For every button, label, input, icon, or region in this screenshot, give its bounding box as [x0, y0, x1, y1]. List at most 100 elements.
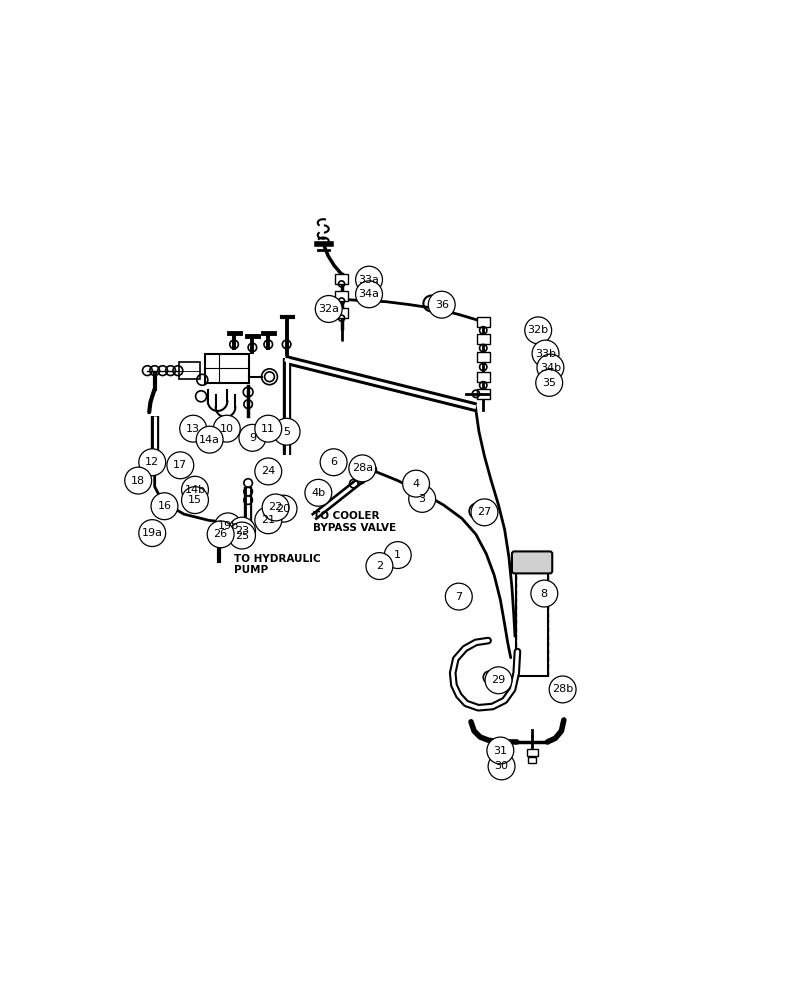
Circle shape	[255, 415, 282, 442]
Bar	[477, 317, 490, 327]
Text: 19a: 19a	[142, 528, 163, 538]
Circle shape	[239, 424, 266, 451]
Circle shape	[471, 499, 498, 526]
Circle shape	[214, 415, 240, 442]
Circle shape	[403, 470, 429, 497]
Text: 3: 3	[418, 494, 426, 504]
Circle shape	[262, 494, 289, 521]
Bar	[477, 372, 490, 382]
Circle shape	[229, 522, 255, 549]
Bar	[477, 352, 490, 362]
Text: 11: 11	[262, 424, 275, 434]
Text: 23: 23	[235, 526, 249, 536]
Bar	[477, 389, 490, 399]
Text: 19b: 19b	[217, 521, 239, 531]
Text: 10: 10	[220, 424, 234, 434]
Text: 2: 2	[376, 561, 383, 571]
Text: 8: 8	[541, 589, 548, 599]
Text: 17: 17	[173, 460, 188, 470]
Circle shape	[181, 476, 208, 503]
Text: 18: 18	[131, 476, 145, 486]
Text: 7: 7	[455, 592, 463, 602]
Text: 16: 16	[158, 501, 172, 511]
Text: 13: 13	[186, 424, 200, 434]
Text: 24: 24	[261, 466, 275, 476]
Text: 30: 30	[495, 761, 508, 771]
Circle shape	[125, 467, 151, 494]
Text: TO HYDRAULIC
PUMP: TO HYDRAULIC PUMP	[234, 554, 321, 575]
Circle shape	[349, 455, 376, 482]
Text: 4b: 4b	[311, 488, 325, 498]
Text: 28b: 28b	[552, 684, 573, 694]
Text: 33b: 33b	[535, 349, 556, 359]
Text: 36: 36	[435, 300, 448, 310]
Circle shape	[180, 415, 206, 442]
Text: 5: 5	[283, 427, 290, 437]
Circle shape	[487, 737, 514, 764]
Text: 4: 4	[412, 479, 420, 489]
Circle shape	[315, 296, 342, 322]
Circle shape	[537, 354, 564, 381]
Text: TO COOLER
BYPASS VALVE: TO COOLER BYPASS VALVE	[314, 511, 396, 533]
Text: 14a: 14a	[199, 435, 220, 445]
Circle shape	[536, 369, 563, 396]
Circle shape	[355, 281, 382, 308]
Text: 25: 25	[235, 531, 249, 541]
Text: 20: 20	[277, 504, 291, 514]
Text: 32a: 32a	[318, 304, 339, 314]
Bar	[336, 291, 348, 301]
Circle shape	[229, 517, 255, 544]
Text: 34b: 34b	[540, 363, 561, 373]
Circle shape	[525, 317, 552, 344]
Circle shape	[151, 493, 178, 520]
Text: 29: 29	[492, 675, 506, 685]
Bar	[528, 757, 537, 763]
Circle shape	[255, 507, 282, 534]
Bar	[206, 354, 249, 383]
Circle shape	[385, 542, 411, 569]
Text: 9: 9	[249, 433, 256, 443]
Text: 26: 26	[214, 529, 228, 539]
Circle shape	[532, 340, 559, 367]
Bar	[516, 566, 548, 676]
Circle shape	[255, 458, 282, 485]
Circle shape	[409, 485, 436, 512]
Circle shape	[549, 676, 576, 703]
Circle shape	[355, 266, 382, 293]
Text: 28a: 28a	[351, 463, 373, 473]
Circle shape	[488, 753, 515, 780]
Text: 21: 21	[261, 515, 275, 525]
Circle shape	[366, 553, 393, 580]
Circle shape	[167, 452, 194, 479]
Text: 34a: 34a	[359, 289, 380, 299]
Bar	[336, 274, 348, 284]
Circle shape	[196, 426, 223, 453]
Text: 22: 22	[269, 502, 283, 512]
Circle shape	[320, 449, 347, 476]
Text: 14b: 14b	[184, 485, 206, 495]
Text: 15: 15	[188, 495, 202, 505]
Circle shape	[429, 291, 455, 318]
Bar	[477, 334, 490, 344]
Bar	[179, 362, 200, 379]
Text: 27: 27	[478, 507, 492, 517]
Text: 33a: 33a	[359, 275, 380, 285]
Circle shape	[485, 667, 512, 694]
Bar	[526, 749, 537, 756]
Circle shape	[207, 521, 234, 548]
Bar	[336, 308, 348, 318]
Circle shape	[214, 513, 241, 540]
Text: 32b: 32b	[528, 325, 548, 335]
Circle shape	[139, 520, 165, 547]
Text: 35: 35	[542, 378, 556, 388]
FancyBboxPatch shape	[512, 551, 552, 573]
Circle shape	[181, 487, 208, 514]
Text: 1: 1	[394, 550, 401, 560]
Circle shape	[270, 495, 297, 522]
Circle shape	[445, 583, 472, 610]
Text: 12: 12	[145, 457, 159, 467]
Circle shape	[531, 580, 558, 607]
Circle shape	[139, 449, 165, 476]
Text: 6: 6	[330, 457, 337, 467]
Circle shape	[305, 479, 332, 506]
